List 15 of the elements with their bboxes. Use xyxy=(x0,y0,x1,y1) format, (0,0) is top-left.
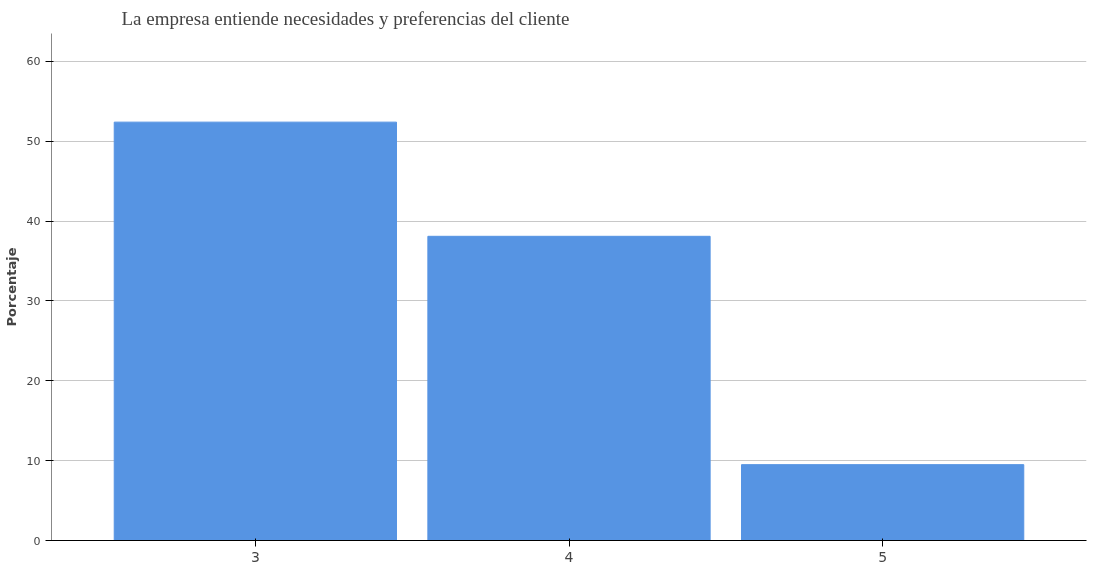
y-tick-label: 30 xyxy=(26,294,41,308)
bar xyxy=(113,121,397,541)
bar xyxy=(427,235,711,541)
y-tick-label: 20 xyxy=(26,374,41,388)
y-tick-label: 0 xyxy=(33,534,41,548)
y-axis-title: Porcentaje xyxy=(3,247,19,327)
y-tick-label: 10 xyxy=(26,454,41,468)
bar xyxy=(741,464,1025,541)
x-tick-label: 4 xyxy=(564,548,574,565)
x-tick-label: 3 xyxy=(250,548,260,565)
y-tick-label: 60 xyxy=(26,55,41,69)
y-tick-label: 50 xyxy=(26,135,41,149)
chart-title: La empresa entiende necesidades y preferencias del cliente xyxy=(121,7,570,29)
x-tick-label: 5 xyxy=(878,548,888,565)
y-tick-label: 40 xyxy=(26,215,41,229)
